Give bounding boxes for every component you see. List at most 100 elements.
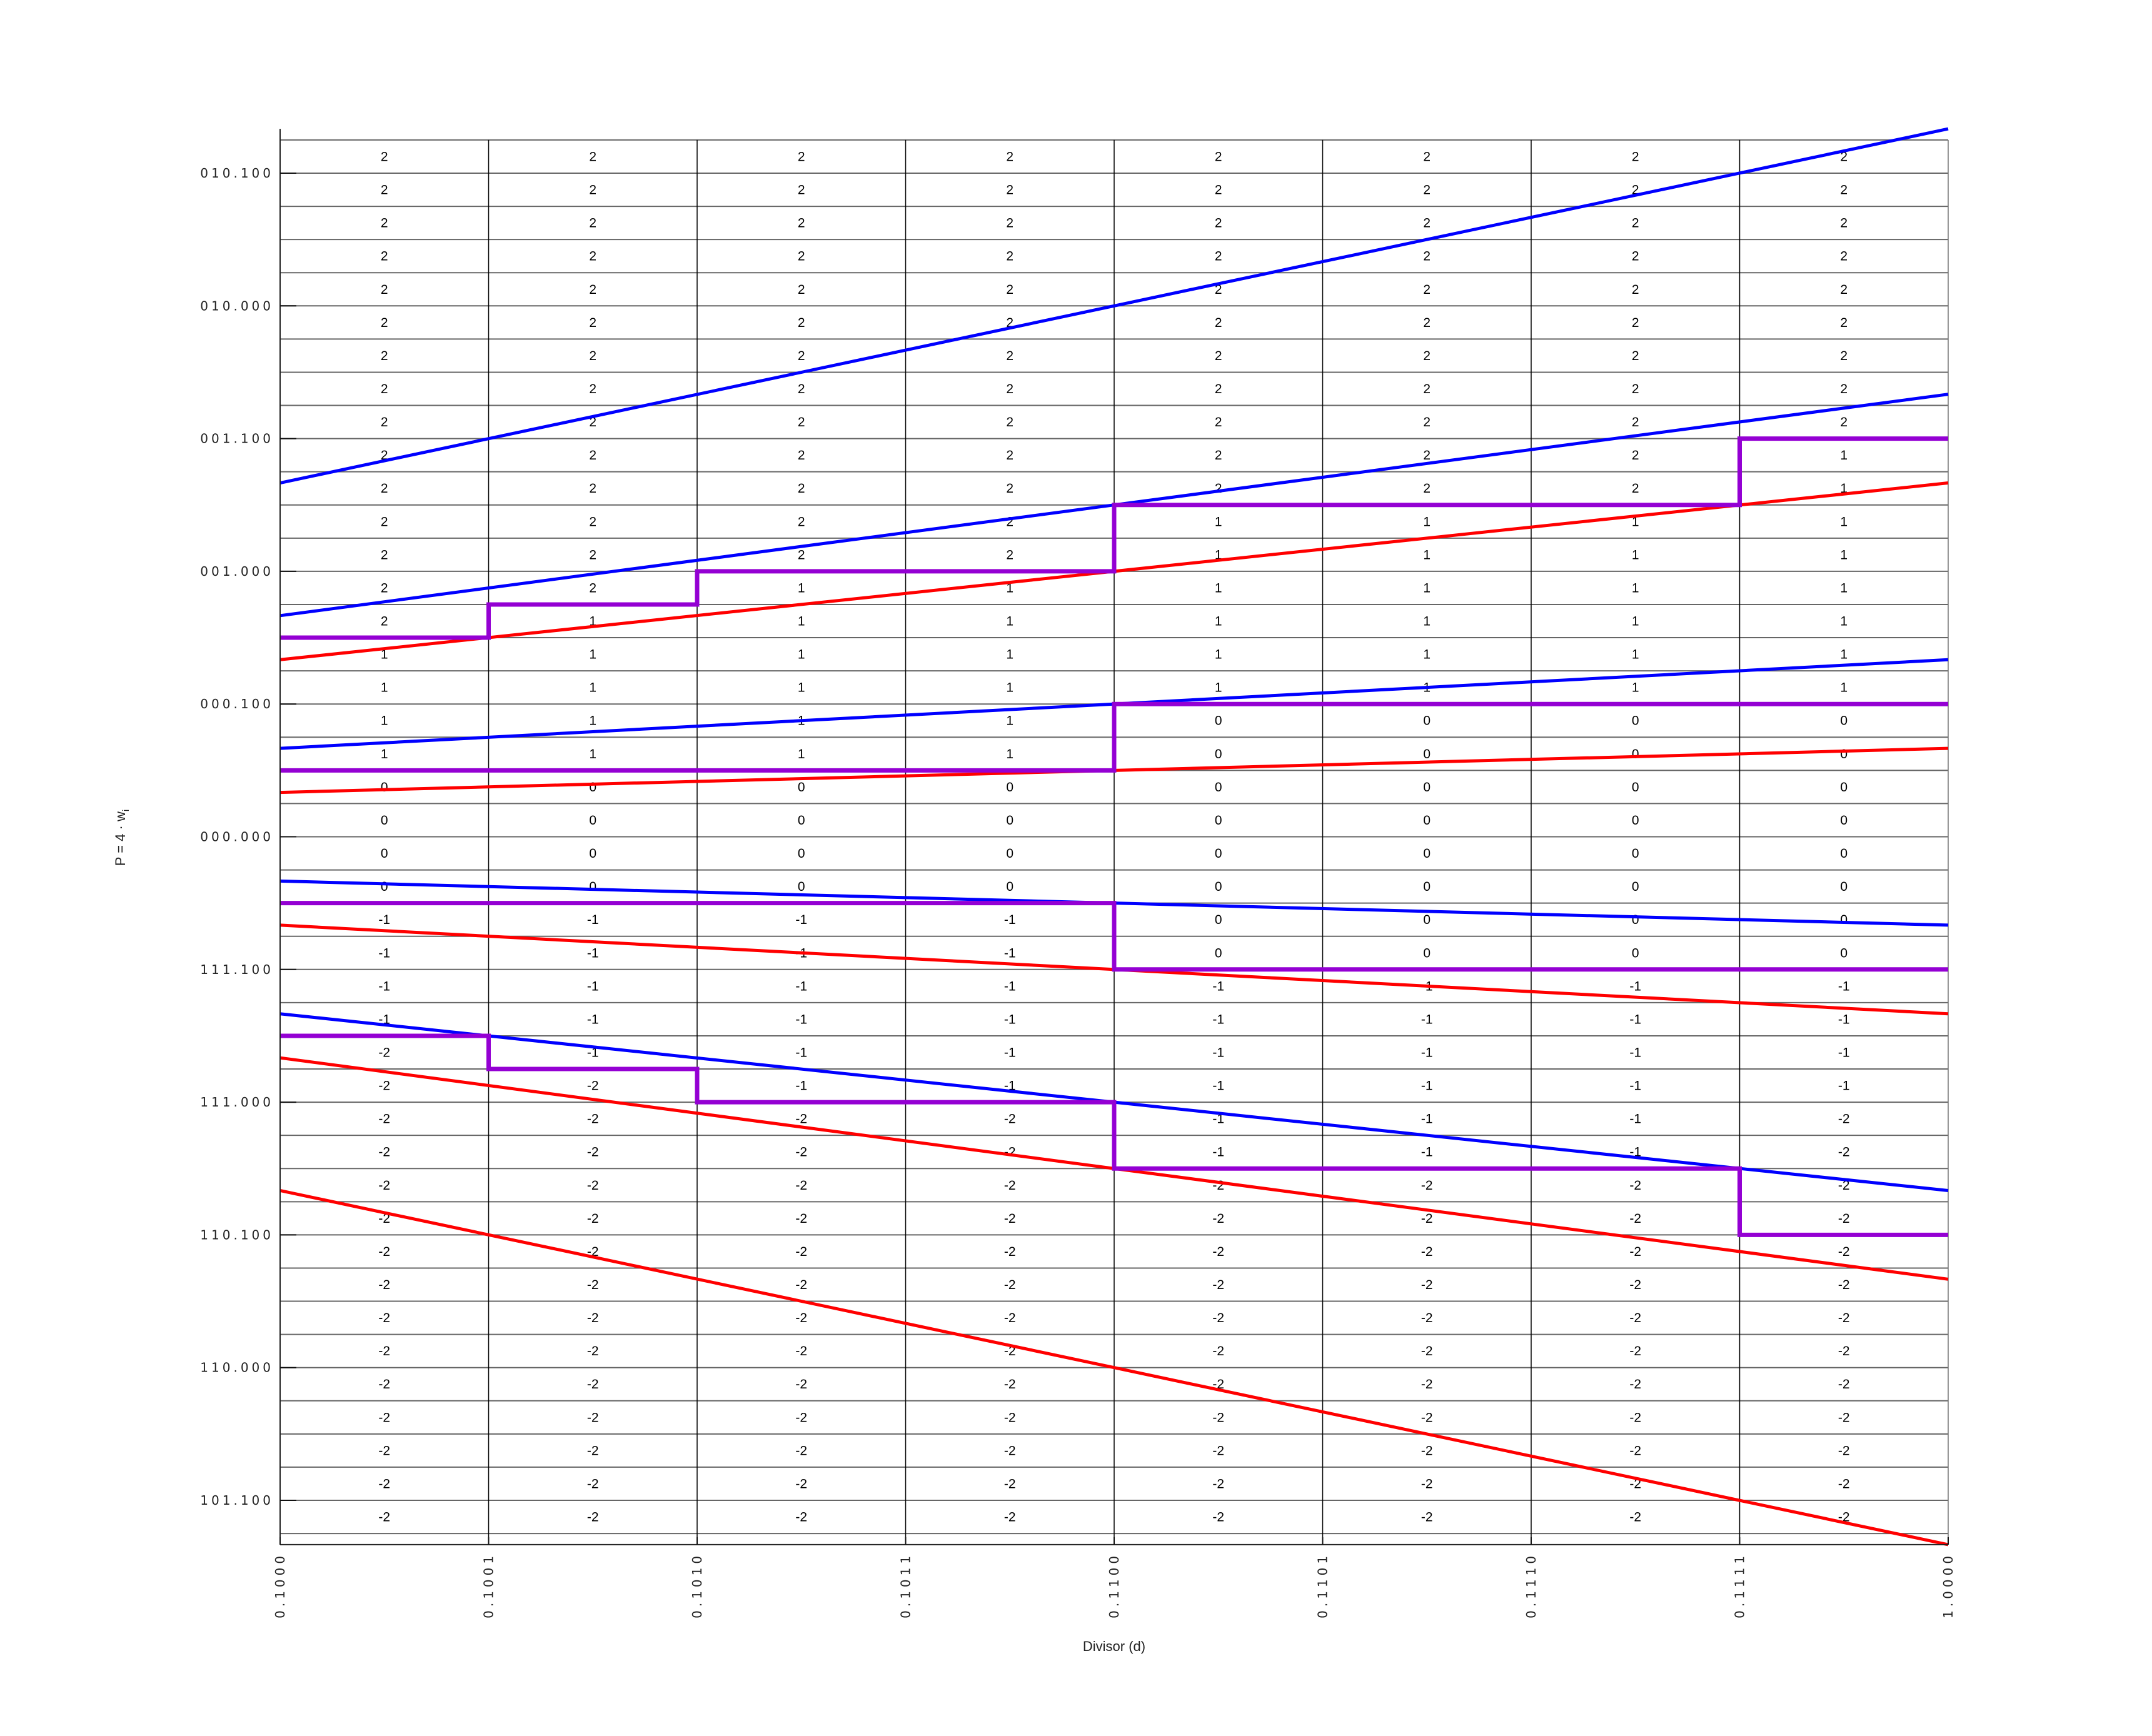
table-cell: -2 — [378, 1045, 390, 1060]
table-cell: -2 — [1212, 1212, 1224, 1226]
table-cell: 2 — [381, 548, 388, 562]
table-cell: -2 — [1629, 1245, 1641, 1259]
table-cell: -1 — [587, 1045, 599, 1060]
table-cell: 0 — [1006, 813, 1013, 828]
table-cell: -2 — [1838, 1443, 1850, 1458]
table-cell: 2 — [1006, 316, 1013, 330]
table-cell: 2 — [381, 382, 388, 396]
table-cell: 2 — [1006, 448, 1013, 463]
table-cell: 1 — [1632, 648, 1639, 662]
table-cell: 0 — [1840, 880, 1848, 894]
y-tick-label: 010.100 — [200, 166, 274, 181]
table-cell: 1 — [589, 615, 596, 629]
y-tick-label: 001.100 — [200, 431, 274, 446]
table-cell: 2 — [1840, 283, 1848, 297]
table-cell: 1 — [589, 681, 596, 695]
table-cell: -2 — [1212, 1443, 1224, 1458]
table-cell: 2 — [1423, 349, 1430, 363]
table-cell: 2 — [1006, 349, 1013, 363]
table-cell: -2 — [378, 1443, 390, 1458]
table-cell: -1 — [1212, 1012, 1224, 1026]
table-cell: 0 — [589, 780, 596, 795]
y-tick-label: 111.000 — [200, 1095, 274, 1110]
table-cell: -2 — [587, 1510, 599, 1525]
table-cell: 0 — [1840, 946, 1848, 960]
table-cell: 0 — [1632, 913, 1639, 927]
table-cell: 2 — [1840, 249, 1848, 264]
table-cell: 0 — [798, 813, 805, 828]
table-cell: -1 — [378, 913, 390, 927]
table-cell: 2 — [798, 283, 805, 297]
table-cell: 2 — [589, 514, 596, 529]
table-cell: -2 — [1838, 1477, 1850, 1491]
table-cell: 2 — [381, 415, 388, 429]
table-cell: 0 — [589, 880, 596, 894]
table-cell: 2 — [381, 581, 388, 595]
table-cell: 0 — [1423, 813, 1430, 828]
table-cell: 2 — [1632, 216, 1639, 231]
table-cell: -2 — [1838, 1178, 1850, 1193]
table-cell: -1 — [1004, 1012, 1016, 1026]
table-cell: 0 — [1632, 813, 1639, 828]
table-cell: 0 — [1215, 780, 1222, 795]
table-cell: 0 — [1423, 946, 1430, 960]
table-cell: 2 — [1632, 149, 1639, 164]
table-cell: 0 — [1215, 714, 1222, 728]
table-cell: 1 — [1006, 747, 1013, 761]
table-cell: 0 — [798, 780, 805, 795]
table-cell: 1 — [1840, 548, 1848, 562]
table-cell: 0 — [1632, 714, 1639, 728]
table-cell: 2 — [1840, 149, 1848, 164]
table-cell: 2 — [589, 382, 596, 396]
table-cell: -2 — [1004, 1377, 1016, 1392]
table-cell: -2 — [1629, 1178, 1641, 1193]
x-tick-label: 1.0000 — [1941, 1552, 1956, 1618]
table-cell: -1 — [1212, 1112, 1224, 1126]
table-cell: -2 — [1838, 1344, 1850, 1358]
table-cell: -2 — [1421, 1377, 1433, 1392]
table-cell: 1 — [798, 615, 805, 629]
table-cell: -1 — [1838, 1079, 1850, 1093]
table-cell: 2 — [1840, 316, 1848, 330]
table-cell: 2 — [1423, 249, 1430, 264]
table-cell: 1 — [1632, 581, 1639, 595]
table-cell: -2 — [587, 1344, 599, 1358]
y-tick-label: 000.100 — [200, 696, 274, 711]
table-cell: 2 — [1215, 481, 1222, 496]
table-cell: -2 — [1838, 1112, 1850, 1126]
table-cell: 2 — [589, 581, 596, 595]
table-cell: -1 — [587, 979, 599, 993]
table-cell: 2 — [1215, 216, 1222, 231]
table-cell: 1 — [1840, 615, 1848, 629]
table-cell: -1 — [1629, 1079, 1641, 1093]
table-cell: 2 — [1632, 415, 1639, 429]
table-cell: -2 — [1004, 1112, 1016, 1126]
table-cell: -2 — [378, 1178, 390, 1193]
table-cell: -2 — [1212, 1278, 1224, 1292]
table-cell: 0 — [1215, 913, 1222, 927]
table-cell: -2 — [378, 1410, 390, 1425]
table-cell: -2 — [378, 1245, 390, 1259]
table-cell: 1 — [1423, 548, 1430, 562]
table-cell: 2 — [1006, 481, 1013, 496]
table-cell: 0 — [381, 880, 388, 894]
table-cell: -2 — [378, 1145, 390, 1160]
table-cell: 2 — [381, 149, 388, 164]
table-cell: 2 — [1632, 183, 1639, 198]
x-tick-label: 0.1100 — [1107, 1552, 1122, 1618]
table-cell: 2 — [1840, 382, 1848, 396]
table-cell: -2 — [1629, 1410, 1641, 1425]
table-cell: 1 — [1215, 681, 1222, 695]
table-cell: 2 — [1215, 349, 1222, 363]
table-cell: -2 — [1629, 1311, 1641, 1325]
table-cell: 2 — [1006, 216, 1013, 231]
table-cell: 0 — [1423, 747, 1430, 761]
table-cell: 0 — [1423, 913, 1430, 927]
table-cell: 1 — [1423, 615, 1430, 629]
table-cell: 2 — [1632, 349, 1639, 363]
table-cell: 2 — [1006, 183, 1013, 198]
table-cell: 2 — [798, 316, 805, 330]
table-cell: 1 — [381, 648, 388, 662]
table-cell: -2 — [1004, 1245, 1016, 1259]
table-cell: 2 — [798, 349, 805, 363]
